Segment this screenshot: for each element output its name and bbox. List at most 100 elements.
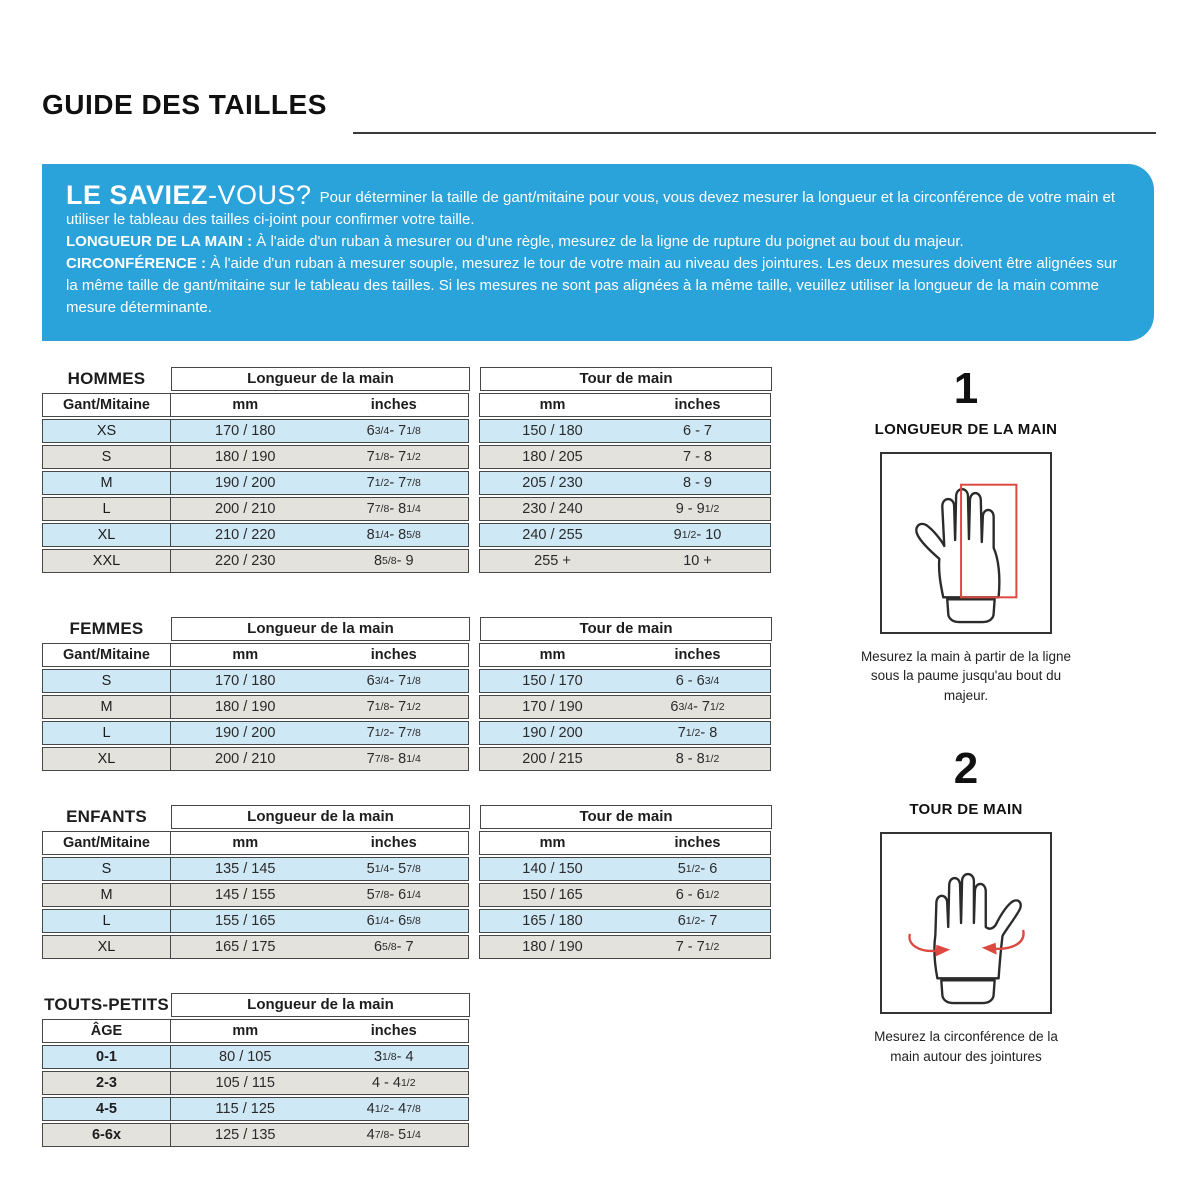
circumference-paragraph: CIRCONFÉRENCE : À l'aide d'un ruban à me…: [66, 253, 1126, 319]
data-cell: 145 / 155: [215, 886, 276, 903]
hand-length-icon: [915, 483, 1018, 624]
data-cell: 6 3/4 - 7 1/8: [366, 422, 421, 439]
group-gap: [469, 669, 479, 693]
femmes-row-XL: XL 200 / 210 7 7/8 - 8 1/4 200 / 215 8 - 8 1…: [42, 746, 772, 771]
size-cell: M: [43, 695, 171, 718]
row-left-group: XS 170 / 180 6 3/4 - 7 1/8: [42, 418, 469, 443]
data-cell: 7 1/2 - 7 7/8: [366, 474, 421, 491]
data-cell: 200 / 210: [215, 500, 276, 517]
hommes-group-header: Longueur de la main: [171, 366, 470, 391]
group-gap: [469, 471, 479, 495]
group-gap: [469, 419, 479, 443]
row-left-group: 0-1 80 / 105 3 1/8 - 4: [42, 1044, 469, 1069]
group-gap: [469, 831, 479, 855]
group-gap: [469, 721, 479, 745]
data-cell: 125 / 135: [215, 1126, 276, 1143]
touts-petits-size-table: TOUTS-PETITS Longueur de la main ÂGE mm inch…: [42, 992, 772, 1147]
row-right-group: 230 / 240 9 - 9 1/2: [479, 496, 771, 521]
row-left-group: 4-5 115 / 125 4 1/2 - 4 7/8: [42, 1096, 469, 1121]
hommes-row-XXL: XXL 220 / 230 8 5/8 - 9 255 + 10 +: [42, 548, 772, 573]
row-right-group: 150 / 180 6 - 7: [479, 418, 771, 443]
guide-1-title: LONGUEUR DE LA MAIN: [874, 420, 1058, 438]
data-cell: 200 / 210: [215, 750, 276, 767]
group-gap: [469, 445, 479, 469]
hand-circumference-icon: [908, 872, 1025, 1004]
enfants-group-header: Longueur de la main: [171, 804, 470, 829]
enfants-subheader-right: mm inches: [479, 830, 771, 855]
row-left-group: XXL 220 / 230 8 5/8 - 9: [42, 548, 469, 573]
row-left-group: L 200 / 210 7 7/8 - 8 1/4: [42, 496, 469, 521]
size-cell: S: [43, 669, 171, 692]
group-gap: [469, 935, 479, 959]
hommes-row-M: M 190 / 200 7 1/2 - 7 7/8 205 / 230 8 - 9: [42, 470, 772, 495]
femmes-row-L: L 190 / 200 7 1/2 - 7 7/8 190 / 200 7 1/2 - …: [42, 720, 772, 745]
row-left-group: S 135 / 145 5 1/4 - 5 7/8: [42, 856, 469, 881]
size-cell: XL: [43, 935, 171, 958]
guide-hand-length: 1 LONGUEUR DE LA MAIN Mesurez la main à …: [860, 363, 1072, 706]
circumference-text: À l'aide d'un ruban à mesurer souple, me…: [66, 254, 1118, 316]
data-cell: 5 1/2 - 6: [677, 860, 718, 877]
group-gap: [469, 643, 479, 667]
data-cell: 150 / 180: [522, 422, 583, 439]
title-row: GUIDE DES TAILLES: [42, 72, 1160, 138]
size-cell: 2-3: [43, 1071, 171, 1094]
size-cell: 0-1: [43, 1045, 171, 1068]
data-cell: 135 / 145: [215, 860, 276, 877]
group-gap: [470, 805, 480, 829]
hand-length-text: À l'aide d'un ruban à mesurer ou d'une r…: [256, 232, 964, 250]
enfants-subheader-band: Gant/Mitaine mm inches mm inches: [42, 830, 772, 855]
data-cell: 190 / 200: [522, 724, 583, 741]
size-cell: XXL: [43, 549, 171, 572]
data-cell: 200 / 215: [522, 750, 583, 767]
data-cell: 6 3/4 - 7 1/2: [670, 698, 725, 715]
data-cell: 7 - 8: [682, 448, 712, 465]
data-cell: 8 - 8 1/2: [675, 750, 720, 767]
data-cell: 6 - 6 3/4: [675, 672, 720, 689]
row-header-cell: Gant/Mitaine: [43, 831, 171, 854]
row-right-group: 150 / 170 6 - 6 3/4: [479, 668, 771, 693]
data-cell: 7 1/8 - 7 1/2: [366, 448, 421, 465]
enfants-row-S: S 135 / 145 5 1/4 - 5 7/8 140 / 150 5 1/2 - …: [42, 856, 772, 881]
data-cell: 140 / 150: [522, 860, 583, 877]
data-cell: 155 / 165: [215, 912, 276, 929]
row-right-group: 190 / 200 7 1/2 - 8: [479, 720, 771, 745]
column-header: mm: [539, 396, 566, 413]
femmes-row-S: S 170 / 180 6 3/4 - 7 1/8 150 / 170 6 - 6 3/…: [42, 668, 772, 693]
size-cell: XL: [43, 523, 171, 546]
enfants-size-table: ENFANTS Longueur de la main Tour de main Ga…: [42, 804, 772, 959]
guide-2-illustration-frame: [880, 832, 1052, 1015]
row-header-cell: ÂGE: [43, 1019, 171, 1042]
data-cell: 115 / 125: [215, 1100, 275, 1117]
row-right-group: 205 / 230 8 - 9: [479, 470, 771, 495]
enfants-table-label: ENFANTS: [66, 806, 147, 826]
enfants-row-L: L 155 / 165 6 1/4 - 6 5/8 165 / 180 6 1/2 - …: [42, 908, 772, 933]
arrowhead-left: [935, 944, 951, 957]
group-gap: [469, 393, 479, 417]
row-right-group: 150 / 165 6 - 6 1/2: [479, 882, 771, 907]
data-cell: 5 1/4 - 5 7/8: [366, 860, 421, 877]
data-cell: 6 - 7: [682, 422, 712, 439]
hommes-row-XS: XS 170 / 180 6 3/4 - 7 1/8 150 / 180 6 - 7: [42, 418, 772, 443]
hommes-row-XL: XL 210 / 220 8 1/4 - 8 5/8 240 / 255 9 1/2 -…: [42, 522, 772, 547]
group-gap: [470, 367, 480, 391]
column-header: inches: [674, 646, 721, 663]
data-cell: 10 +: [683, 552, 712, 569]
row-right-group: 140 / 150 5 1/2 - 6: [479, 856, 771, 881]
row-left-group: XL 210 / 220 8 1/4 - 8 5/8: [42, 522, 469, 547]
data-cell: 7 1/2 - 7 7/8: [366, 724, 421, 741]
info-banner: LE SAVIEZ-VOUS? Pour déterminer la taille…: [42, 163, 1154, 341]
hommes-group-header: Tour de main: [480, 366, 772, 391]
main-content: HOMMES Longueur de la main Tour de main Gan…: [42, 363, 1160, 1149]
femmes-subheader-left: Gant/Mitaine mm inches: [42, 642, 469, 667]
data-cell: 6 5/8 - 7: [373, 938, 414, 955]
hommes-row-S: S 180 / 190 7 1/8 - 7 1/2 180 / 205 7 - 8: [42, 444, 772, 469]
size-cell: XL: [43, 747, 171, 770]
enfants-row-M: M 145 / 155 5 7/8 - 6 1/4 150 / 165 6 - 6 1/…: [42, 882, 772, 907]
hommes-subheader-left: Gant/Mitaine mm inches: [42, 392, 469, 417]
size-cell: S: [43, 445, 171, 468]
touts-petits-table-label: TOUTS-PETITS: [44, 994, 169, 1014]
size-cell: L: [43, 721, 171, 744]
column-header: mm: [539, 646, 566, 663]
guide-1-number: 1: [953, 363, 979, 413]
wrist-cuff: [940, 978, 996, 1004]
